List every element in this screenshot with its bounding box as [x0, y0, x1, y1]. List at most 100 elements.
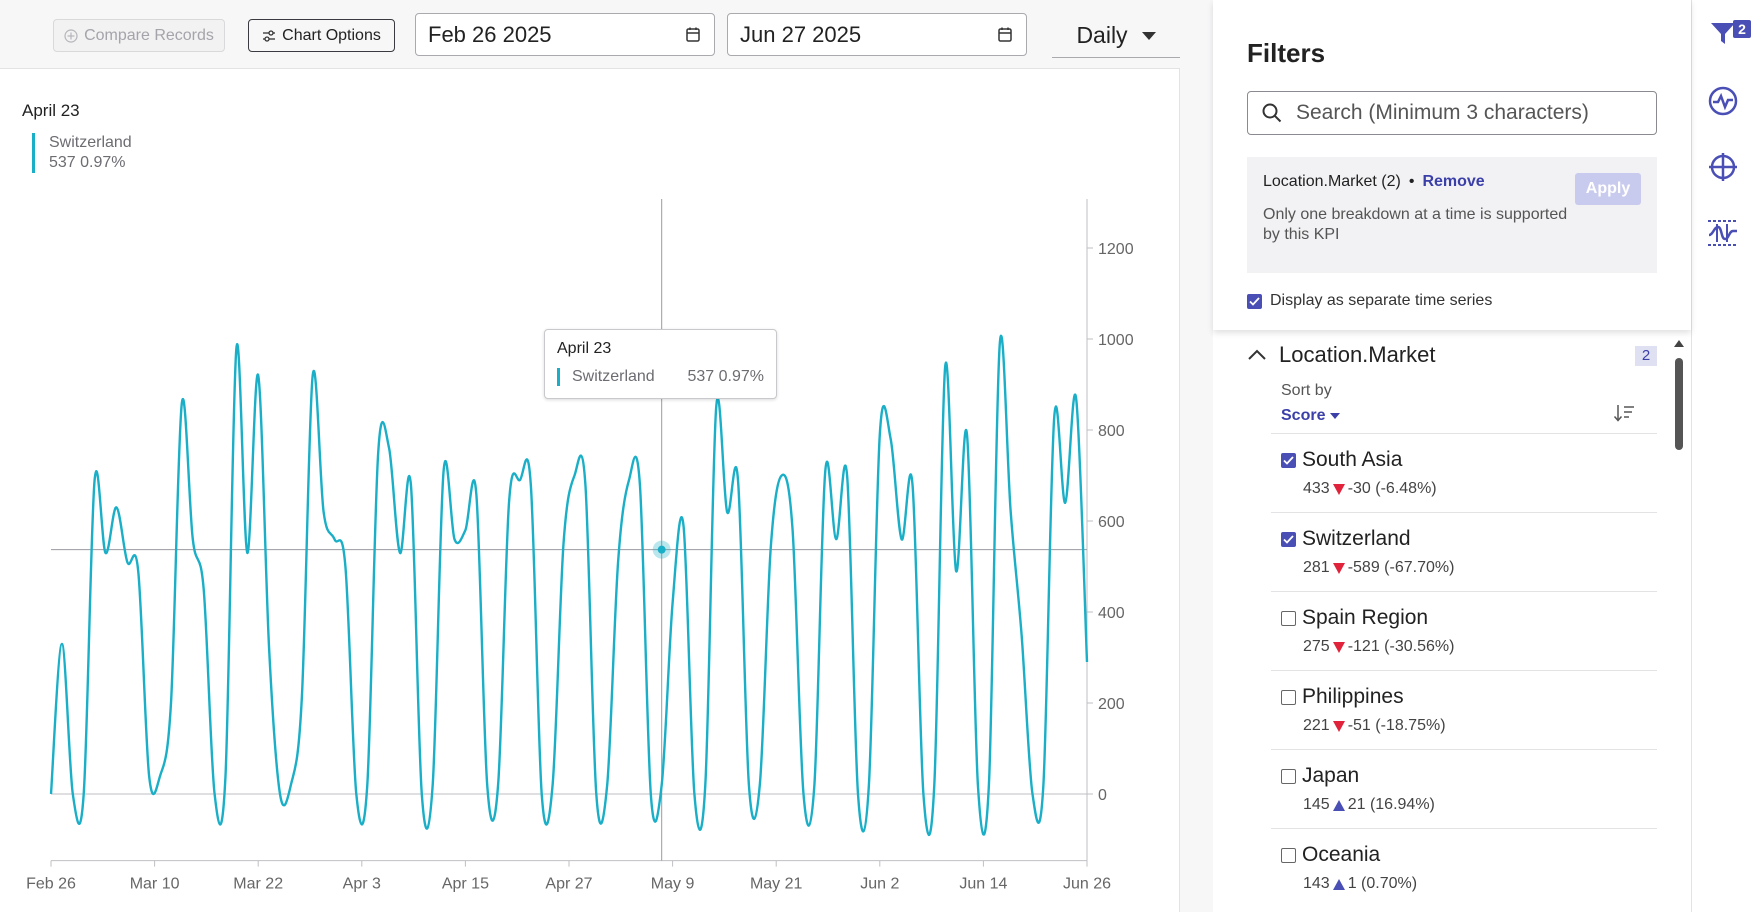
chart-options-label: Chart Options — [282, 26, 381, 44]
rail-filter-button[interactable]: 2 — [1706, 16, 1751, 50]
market-name: South Asia — [1302, 448, 1403, 471]
filters-header: Filters Location.Market (2) • Remove Onl… — [1213, 0, 1691, 330]
checkbox-checked-icon[interactable] — [1281, 531, 1296, 547]
market-item-oceania[interactable]: Oceania 143 1 (0.70%) — [1271, 828, 1657, 907]
x-tick-label: Mar 22 — [233, 876, 283, 893]
y-tick-label: 600 — [1098, 514, 1125, 531]
checkbox-unchecked-icon[interactable] — [1281, 847, 1296, 863]
market-item-spain-region[interactable]: Spain Region 275 -121 (-30.56%) — [1271, 591, 1657, 670]
filter-count-badge: 2 — [1733, 20, 1751, 38]
checkbox-unchecked-icon[interactable] — [1281, 768, 1296, 784]
facet-count-badge: 2 — [1635, 346, 1657, 366]
chart-toolbar: Compare Records Chart Options Feb 26 202… — [0, 0, 1213, 68]
market-change: -30 (-6.48%) — [1347, 480, 1437, 497]
hover-series-name: Switzerland — [49, 134, 132, 151]
sort-direction-icon[interactable] — [1613, 403, 1635, 423]
calendar-icon[interactable] — [686, 27, 700, 42]
facet-title: Location.Market — [1279, 342, 1436, 367]
filters-title: Filters — [1247, 38, 1326, 68]
filter-icon — [1711, 23, 1735, 44]
market-item-switzerland[interactable]: Switzerland 281 -589 (-67.70%) — [1271, 512, 1657, 591]
market-row[interactable]: Philippines — [1281, 685, 1657, 709]
market-value: 221 — [1303, 717, 1330, 734]
market-change: 21 (16.94%) — [1347, 796, 1435, 813]
market-value: 281 — [1303, 559, 1330, 576]
market-row[interactable]: Oceania — [1281, 843, 1657, 867]
apply-button[interactable]: Apply — [1575, 173, 1641, 205]
sort-by-select[interactable]: Score — [1281, 407, 1341, 425]
chart-options-button[interactable]: Chart Options — [248, 19, 395, 52]
tooltip-date: April 23 — [557, 340, 612, 357]
facet-scrollbar[interactable] — [1673, 340, 1685, 912]
end-date-field[interactable]: Jun 27 2025 — [727, 13, 1027, 56]
target-icon — [1709, 153, 1737, 181]
display-separate-checkbox[interactable]: Display as separate time series — [1247, 292, 1492, 310]
x-tick-label: Jun 14 — [959, 876, 1007, 893]
display-separate-label: Display as separate time series — [1270, 292, 1493, 309]
end-date-value: Jun 27 2025 — [740, 21, 862, 47]
tooltip-series-name: Switzerland — [572, 368, 655, 385]
market-row[interactable]: Spain Region — [1281, 606, 1657, 630]
market-name: Oceania — [1302, 843, 1381, 866]
market-value: 433 — [1303, 480, 1330, 497]
sort-by-label: Sort by — [1281, 382, 1332, 399]
x-tick-label: Feb 26 — [26, 876, 76, 893]
y-tick-label: 1000 — [1098, 332, 1134, 349]
market-stats: 275 -121 (-30.56%) — [1303, 638, 1657, 656]
granularity-value: Daily — [1076, 22, 1128, 48]
activity-icon — [1708, 86, 1738, 116]
market-name: Japan — [1302, 764, 1360, 787]
market-name: Philippines — [1302, 685, 1404, 708]
market-change: 1 (0.70%) — [1347, 875, 1418, 892]
trend-down-icon — [1332, 483, 1345, 495]
market-row[interactable]: Japan — [1281, 764, 1657, 788]
search-input[interactable] — [1296, 101, 1626, 125]
calendar-icon[interactable] — [998, 27, 1012, 42]
rail-activity-button[interactable] — [1706, 84, 1740, 118]
x-tick-label: Jun 26 — [1063, 876, 1111, 893]
sliders-icon — [263, 29, 276, 42]
x-tick-label: Mar 10 — [130, 876, 180, 893]
filter-search[interactable] — [1247, 91, 1657, 135]
remove-filter-link[interactable]: Remove — [1422, 173, 1485, 190]
checkbox-unchecked-icon[interactable] — [1281, 610, 1296, 626]
market-item-south-asia[interactable]: South Asia 433 -30 (-6.48%) — [1271, 433, 1657, 512]
panel-gutter — [1180, 0, 1213, 912]
market-item-philippines[interactable]: Philippines 221 -51 (-18.75%) — [1271, 670, 1657, 749]
facet-header-location-market[interactable]: Location.Market 2 — [1247, 340, 1657, 370]
trend-down-icon — [1332, 562, 1345, 574]
checkbox-checked-icon[interactable] — [1247, 293, 1262, 309]
trend-down-icon — [1332, 720, 1345, 732]
market-row[interactable]: South Asia — [1281, 448, 1657, 472]
granularity-select[interactable]: Daily — [1052, 14, 1180, 58]
market-row[interactable]: Switzerland — [1281, 527, 1657, 551]
rail-target-button[interactable] — [1706, 150, 1740, 184]
search-icon — [1262, 103, 1282, 123]
start-date-value: Feb 26 2025 — [428, 21, 552, 47]
market-list: South Asia 433 -30 (-6.48%) Switzerland … — [1271, 433, 1657, 907]
scroll-thumb[interactable] — [1675, 358, 1683, 450]
compare-records-button[interactable]: Compare Records — [53, 19, 225, 52]
market-value: 275 — [1303, 638, 1330, 655]
checkbox-checked-icon[interactable] — [1281, 452, 1296, 468]
market-stats: 281 -589 (-67.70%) — [1303, 559, 1657, 577]
chevron-down-icon — [1330, 413, 1341, 419]
chevron-down-icon — [1141, 31, 1156, 40]
rail-anomaly-button[interactable] — [1706, 216, 1740, 250]
scroll-up-arrow-icon[interactable] — [1674, 340, 1684, 347]
checkbox-unchecked-icon[interactable] — [1281, 689, 1296, 705]
start-date-field[interactable]: Feb 26 2025 — [415, 13, 715, 56]
active-filter-head: Location.Market (2) • Remove — [1263, 173, 1641, 191]
chevron-up-icon[interactable] — [1247, 349, 1267, 361]
market-item-japan[interactable]: Japan 145 21 (16.94%) — [1271, 749, 1657, 828]
line-chart[interactable]: 0 200 400 600 800 1000 1200 Feb 26 Mar 10 Mar 22 A… — [0, 69, 1180, 912]
y-tick-label: 800 — [1098, 423, 1125, 440]
trend-up-icon — [1332, 878, 1345, 890]
market-stats: 433 -30 (-6.48%) — [1303, 480, 1657, 498]
right-rail: 2 — [1691, 0, 1752, 912]
market-name: Spain Region — [1302, 606, 1429, 629]
trend-down-icon — [1332, 641, 1345, 653]
series-line-switzerland — [49, 334, 1089, 837]
market-change: -121 (-30.56%) — [1347, 638, 1455, 655]
